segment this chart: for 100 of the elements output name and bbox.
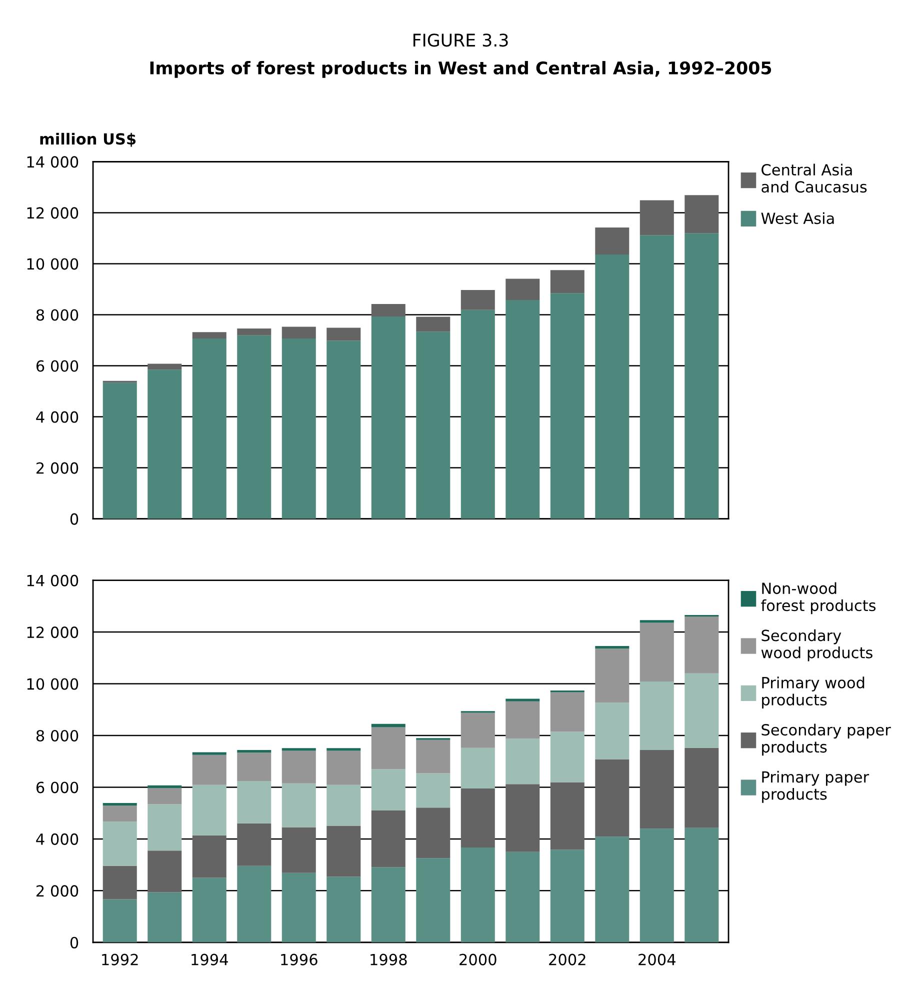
bar <box>460 788 495 848</box>
y-tick-label: 4 000 <box>36 833 78 845</box>
bar <box>506 701 540 739</box>
bar <box>506 278 540 300</box>
bar <box>550 782 584 850</box>
bar <box>371 316 406 519</box>
bar <box>326 876 361 942</box>
bar <box>371 304 406 317</box>
bar <box>102 822 137 866</box>
y-tick-label: 12 000 <box>27 207 78 219</box>
bar <box>148 370 182 519</box>
legend-label: Primary paper products <box>762 770 870 803</box>
bar <box>282 872 316 942</box>
bar <box>550 732 584 782</box>
bar <box>326 328 361 341</box>
bar <box>416 316 450 332</box>
legend-label: Non-wood forest products <box>761 582 876 614</box>
bar <box>326 826 361 877</box>
bar <box>237 328 272 336</box>
bar <box>192 835 226 878</box>
y-tick-label: 4 000 <box>36 411 78 423</box>
bar <box>237 781 272 824</box>
bar <box>282 827 316 873</box>
bar <box>326 340 361 519</box>
bar <box>102 899 137 942</box>
x-tick-label: 1994 <box>192 954 228 966</box>
x-tick-label: 1998 <box>370 954 407 966</box>
x-tick-label: 2004 <box>638 954 676 966</box>
x-tick-label: 2000 <box>460 954 496 966</box>
bar <box>326 784 361 826</box>
y-tick-label: 0 <box>70 936 78 948</box>
bar <box>148 804 182 851</box>
bar <box>595 836 630 942</box>
bar <box>237 866 272 942</box>
bar <box>148 364 182 370</box>
y-tick-label: 14 000 <box>27 574 78 586</box>
bar <box>282 750 316 784</box>
bar <box>684 673 719 748</box>
bar <box>550 270 584 294</box>
legend-label: Secondary paper products <box>762 724 891 756</box>
bar <box>506 738 540 784</box>
bar <box>640 622 674 682</box>
bar <box>102 866 137 900</box>
bar <box>416 858 450 942</box>
bar <box>460 748 495 789</box>
bar <box>282 748 316 751</box>
bar <box>237 750 272 753</box>
bar <box>102 803 137 806</box>
y-tick-label: 6 000 <box>36 782 78 794</box>
bar <box>102 382 137 519</box>
bar <box>371 769 406 810</box>
bar <box>192 754 226 785</box>
bar <box>192 752 226 755</box>
x-tick-label: 1992 <box>102 954 138 966</box>
bar <box>684 828 719 942</box>
bar <box>460 290 495 310</box>
bar <box>416 740 450 774</box>
bar <box>371 727 406 770</box>
y-tick-label: 12 000 <box>27 626 78 638</box>
bar <box>148 788 182 804</box>
bar <box>506 784 540 852</box>
bar <box>595 228 630 255</box>
bar <box>371 867 406 942</box>
y-tick-label: 6 000 <box>36 360 78 372</box>
bar <box>550 293 584 519</box>
bar <box>550 692 584 732</box>
y-tick-label: 10 000 <box>27 258 78 270</box>
x-tick-label: 2002 <box>549 954 586 966</box>
chart-title: FIGURE 3.3 <box>413 34 508 47</box>
bar <box>326 750 361 785</box>
bar <box>326 748 361 751</box>
bar <box>506 852 540 942</box>
bar <box>192 878 226 942</box>
bar <box>684 616 719 674</box>
bar <box>640 681 674 750</box>
y-tick-label: 14 000 <box>27 156 78 168</box>
bar <box>460 310 495 519</box>
bar <box>640 620 674 623</box>
y-tick-label: 10 000 <box>27 678 78 690</box>
bar <box>282 326 316 338</box>
y-tick-label: 8 000 <box>36 730 78 742</box>
legend-label: Primary wood products <box>762 676 864 708</box>
bar <box>684 195 719 234</box>
bar <box>148 785 182 788</box>
bar <box>416 332 450 519</box>
bar <box>595 702 630 760</box>
bar <box>282 783 316 828</box>
y-tick-label: 2 000 <box>36 462 78 474</box>
bar <box>550 850 584 942</box>
x-tick-label: 1996 <box>281 954 318 966</box>
bar <box>371 810 406 868</box>
y-tick-label: 0 <box>70 513 78 525</box>
bar <box>237 823 272 866</box>
bar <box>192 784 226 836</box>
bar <box>237 752 272 782</box>
chart-subtitle: Imports of forest products in West and Central Asia, 1992–2005 <box>150 61 772 78</box>
bar <box>416 773 450 808</box>
bar <box>595 646 630 649</box>
bar <box>102 806 137 822</box>
bar <box>506 698 540 702</box>
